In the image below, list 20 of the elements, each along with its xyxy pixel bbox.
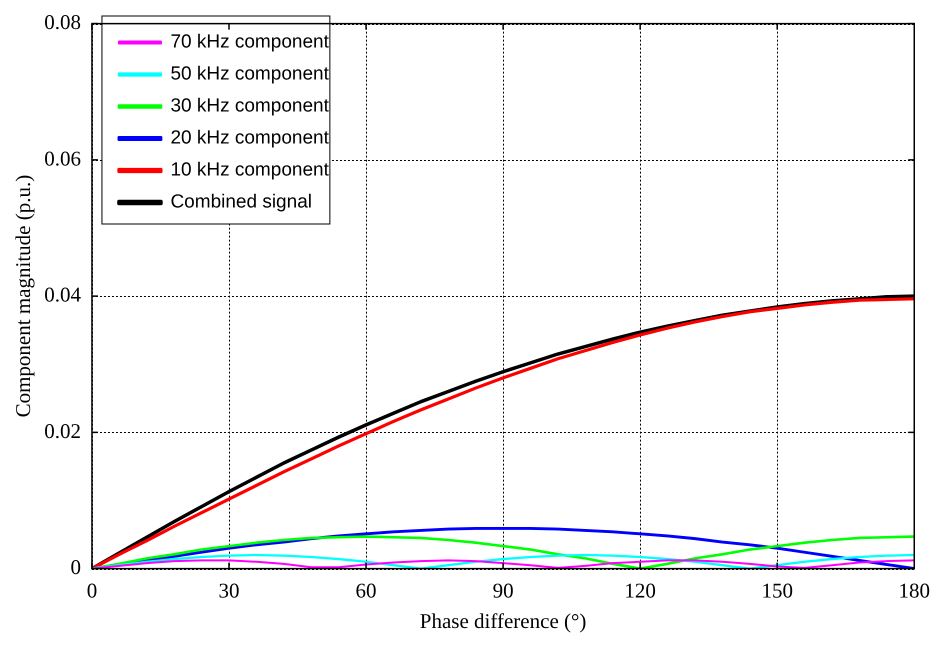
legend-label: 30 kHz component <box>170 96 330 117</box>
y-tick-label: 0.04 <box>44 282 82 307</box>
x-tick-label: 120 <box>624 578 656 603</box>
y-axis-title: Component magnitude (p.u.) <box>11 174 36 418</box>
y-tick-label: 0 <box>70 555 81 580</box>
legend-label: 70 kHz component <box>170 32 330 53</box>
x-tick-label: 60 <box>356 578 377 603</box>
x-tick-label: 30 <box>218 578 240 603</box>
x-tick-label: 0 <box>86 578 98 603</box>
legend-label: 50 kHz component <box>170 64 330 85</box>
legend-label: 10 kHz component <box>170 160 330 181</box>
x-tick-label: 90 <box>492 578 514 603</box>
y-tick-label: 0.06 <box>44 146 81 170</box>
x-tick-label: 180 <box>898 578 930 603</box>
y-tick-label: 0.08 <box>44 10 81 34</box>
x-tick-label: 150 <box>761 578 793 603</box>
x-axis-title: Phase difference (°) <box>420 608 586 633</box>
legend-label: 20 kHz component <box>170 128 330 149</box>
legend-label: Combined signal <box>170 192 312 213</box>
y-tick-label: 0.02 <box>44 418 81 443</box>
